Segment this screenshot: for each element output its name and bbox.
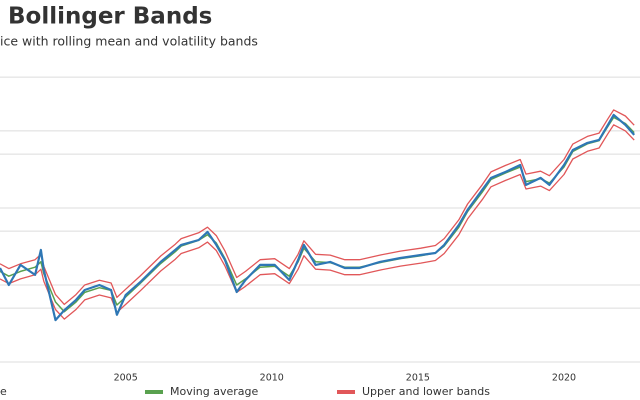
x-tick-label: 2005 [114,373,138,384]
chart-title: Bollinger Bands [8,4,212,30]
legend-label: Moving average [170,385,259,398]
legend-label: Upper and lower bands [362,385,490,398]
upper-band [0,109,635,306]
moving-average-line [0,116,635,313]
price-line [0,113,636,322]
chart-subtitle: ice with rolling mean and volatility ban… [0,34,258,49]
x-tick-label: 2015 [406,373,430,384]
legend-label: e [0,385,7,398]
x-tick-label: 2020 [552,373,576,384]
lower-band [0,124,635,320]
x-tick-label: 2010 [260,373,284,384]
